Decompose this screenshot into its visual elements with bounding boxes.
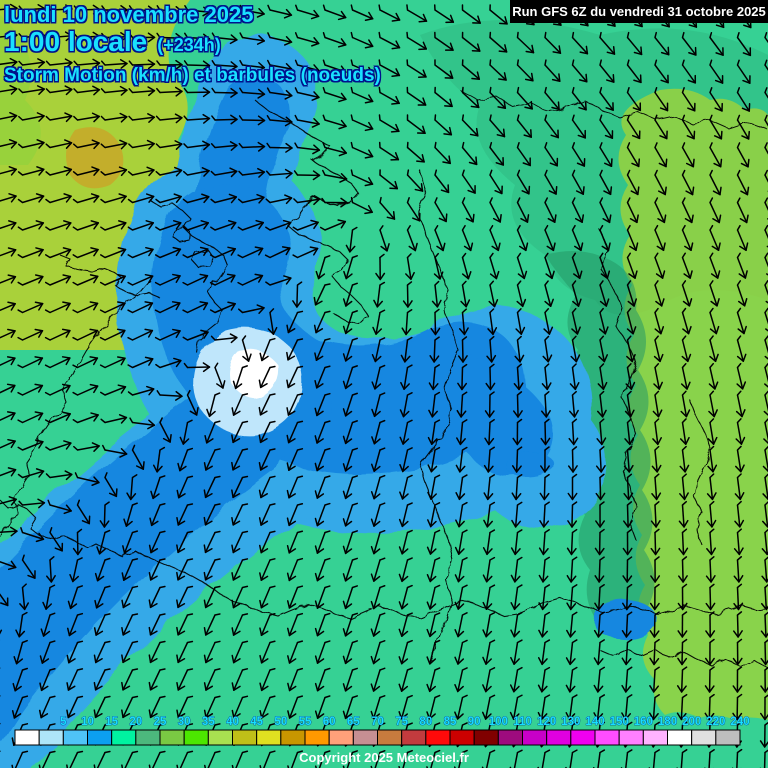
svg-text:20: 20 [129,716,142,728]
svg-text:90: 90 [468,716,481,728]
svg-text:5: 5 [60,716,67,728]
svg-text:25: 25 [154,716,167,728]
svg-text:40: 40 [226,716,239,728]
svg-text:140: 140 [585,716,604,728]
svg-text:160: 160 [634,716,653,728]
svg-text:75: 75 [395,716,408,728]
svg-text:55: 55 [299,716,312,728]
svg-text:45: 45 [250,716,263,728]
svg-text:180: 180 [658,716,677,728]
svg-text:35: 35 [202,716,215,728]
svg-text:15: 15 [105,716,118,728]
svg-text:80: 80 [419,716,432,728]
svg-text:70: 70 [371,716,384,728]
svg-text:200: 200 [682,716,701,728]
svg-text:50: 50 [274,716,287,728]
svg-text:220: 220 [706,716,725,728]
svg-text:60: 60 [323,716,336,728]
svg-text:240: 240 [730,716,749,728]
svg-text:110: 110 [513,716,532,728]
svg-text:100: 100 [489,716,508,728]
svg-text:65: 65 [347,716,360,728]
svg-text:130: 130 [561,716,580,728]
svg-text:150: 150 [610,716,629,728]
svg-text:120: 120 [537,716,556,728]
svg-text:10: 10 [81,716,94,728]
svg-text:85: 85 [444,716,457,728]
svg-text:30: 30 [178,716,191,728]
